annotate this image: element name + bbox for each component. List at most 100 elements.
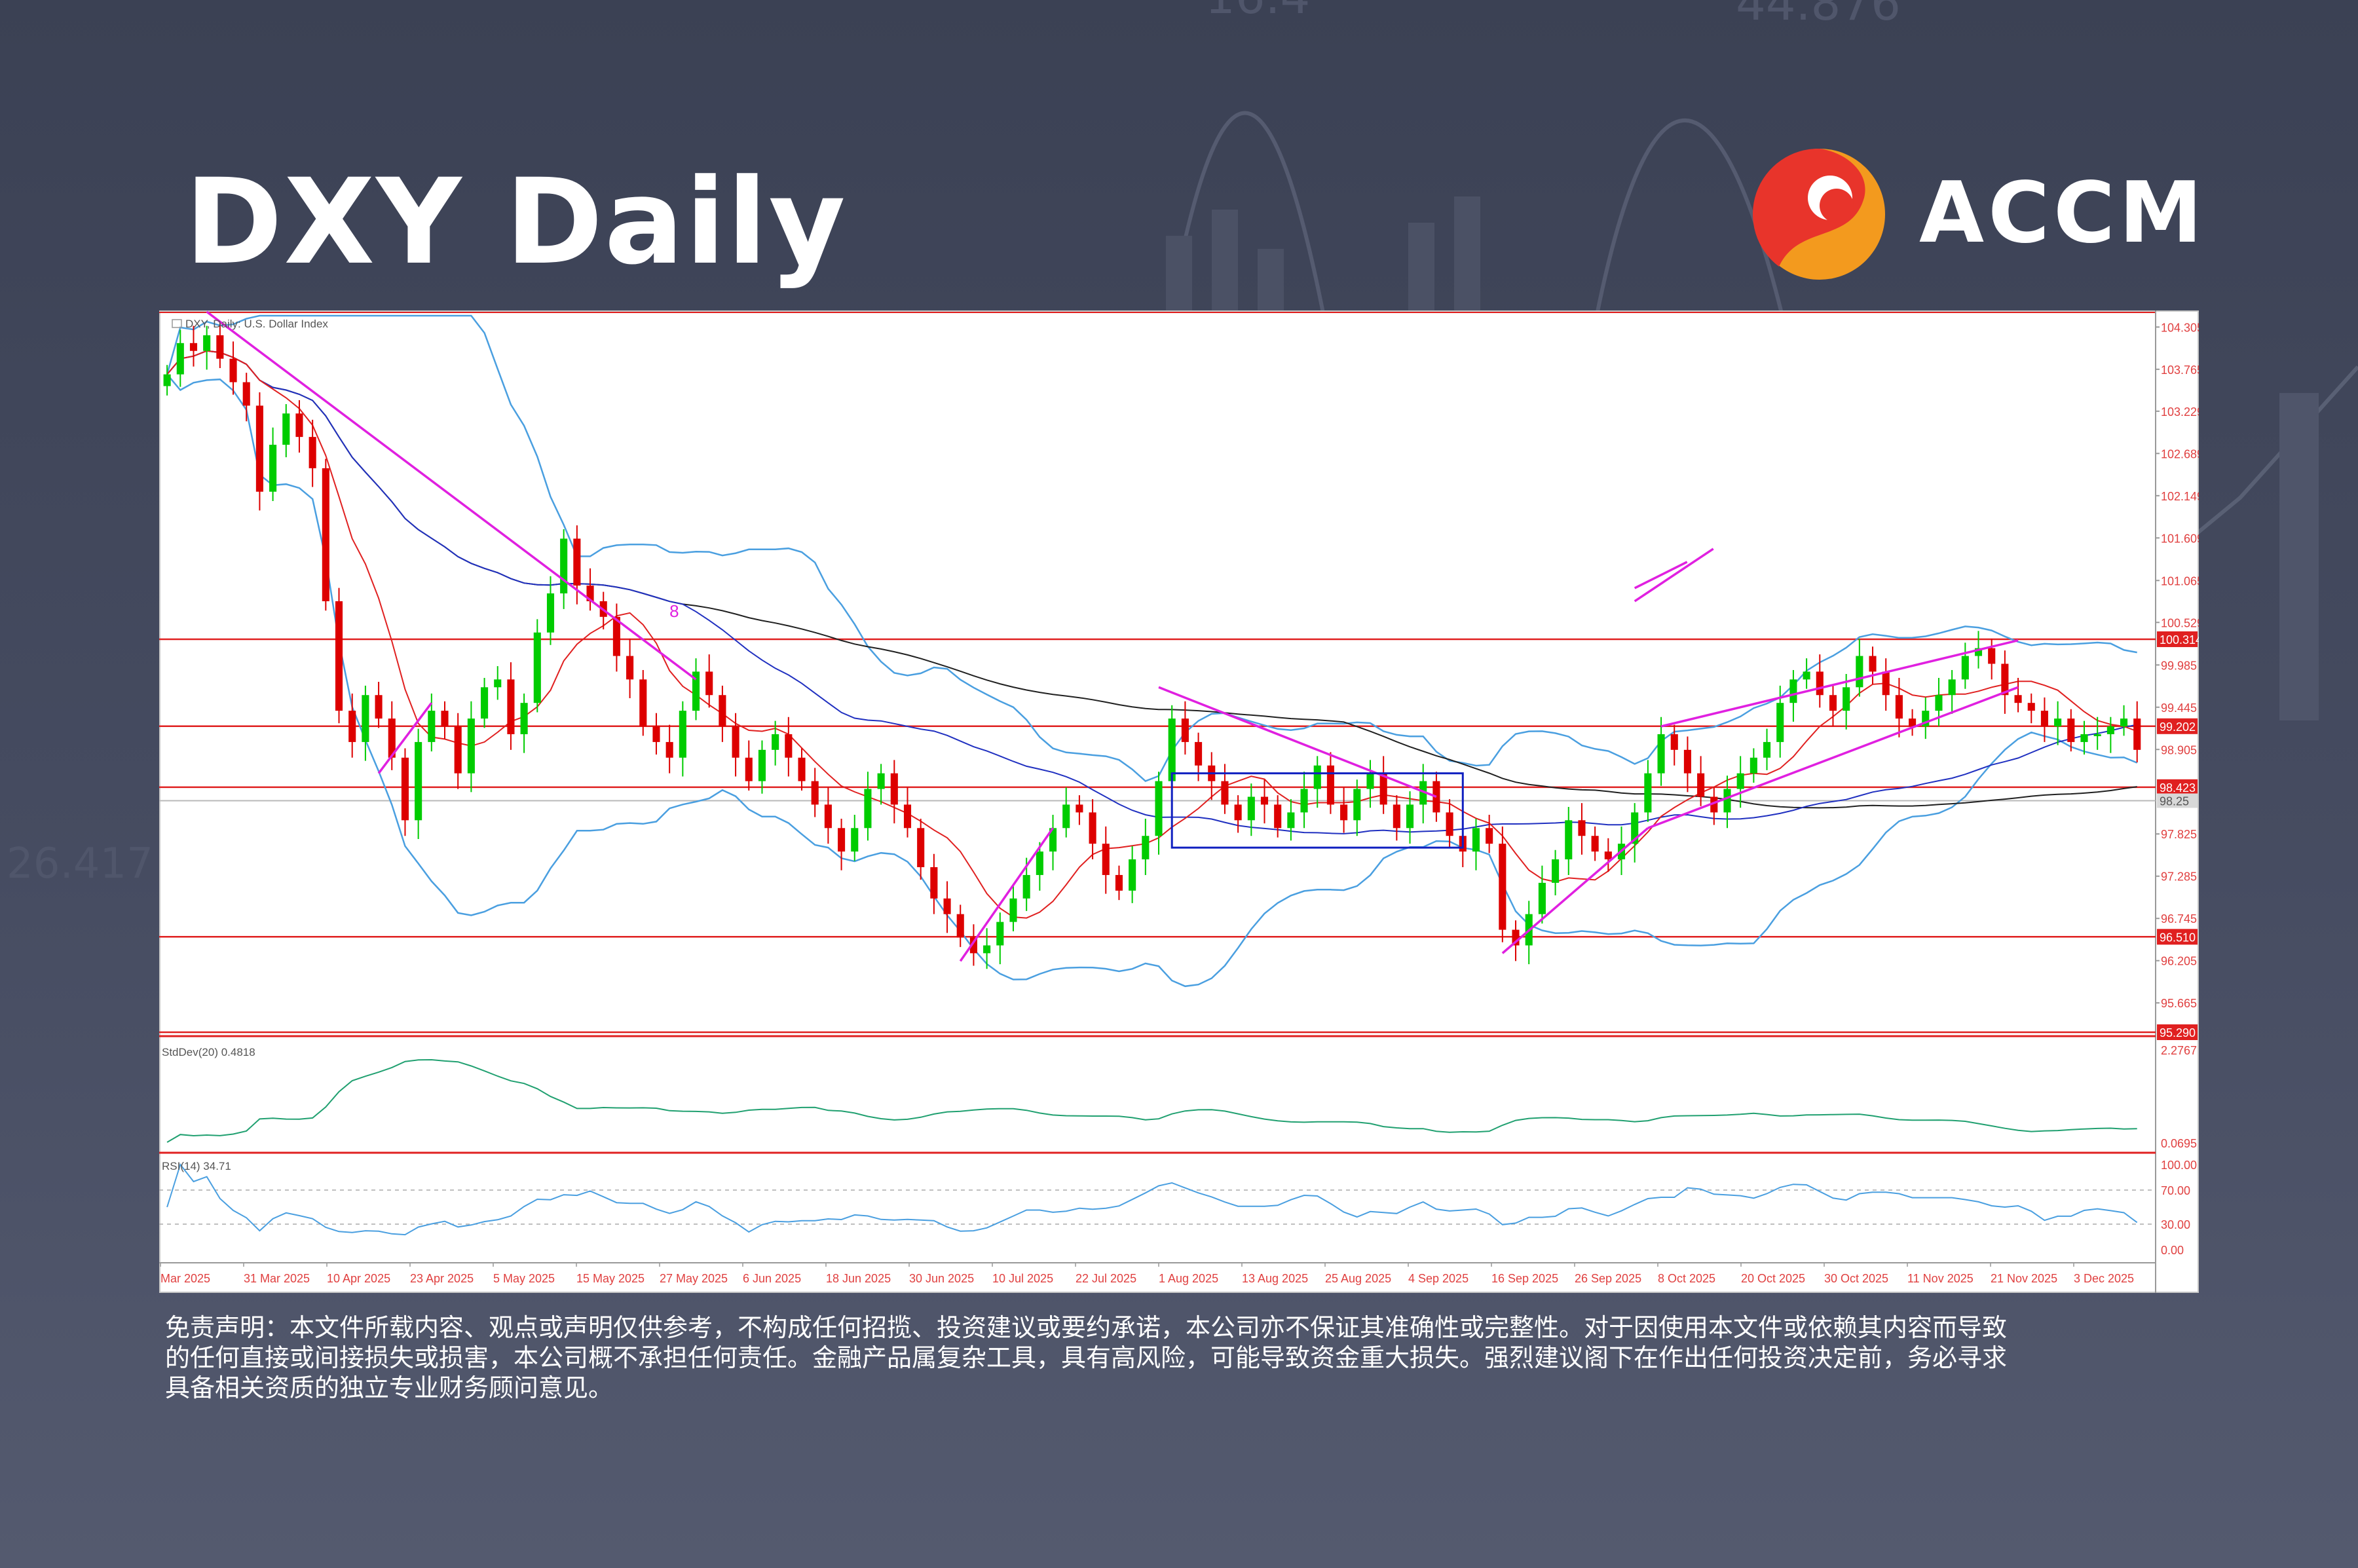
candle-body: [1763, 741, 1771, 758]
candle-body: [1234, 804, 1242, 821]
y-tick-label: 96.205: [2161, 955, 2197, 968]
candle-body: [322, 468, 329, 601]
x-tick-label: 16 Sep 2025: [1491, 1272, 1558, 1285]
candle-body: [1472, 828, 1480, 852]
candle-body: [1221, 781, 1229, 805]
candle-body: [1287, 812, 1295, 829]
candle-body: [877, 773, 885, 789]
y-tick-label: 98.905: [2161, 743, 2197, 756]
x-tick-label: 8 Oct 2025: [1658, 1272, 1715, 1285]
candle-body: [2014, 695, 2022, 703]
candle-body: [1882, 671, 1890, 696]
candle-body: [917, 828, 925, 867]
candle-body: [996, 922, 1004, 946]
candle-body: [1736, 773, 1744, 789]
rsi-tick-label: 70.00: [2161, 1184, 2190, 1197]
candle-body: [864, 789, 872, 829]
candle-body: [983, 945, 991, 954]
candle-body: [1393, 804, 1400, 829]
candle-body: [785, 734, 793, 758]
level-label-box: [2157, 718, 2198, 734]
candle-body: [1486, 828, 1493, 844]
x-tick-label: 11 Nov 2025: [1907, 1272, 1974, 1285]
candle-body: [1379, 773, 1387, 805]
chart-panel: 104.305 103.765 103.229 102.689 102.149 101.6…: [159, 310, 2199, 1293]
candle-body: [216, 335, 224, 359]
candle-body: [1340, 804, 1348, 821]
candle-body: [2040, 711, 2048, 727]
candle-body: [467, 719, 475, 774]
level-label-box: [2157, 631, 2198, 647]
candle-body: [1578, 820, 1586, 836]
rsi-label: RSI(14) 34.71: [162, 1160, 231, 1172]
candle-body: [1512, 929, 1520, 946]
x-tick-label: 3 Dec 2025: [2074, 1272, 2134, 1285]
x-tick-label: 1 Aug 2025: [1159, 1272, 1218, 1285]
candle-body: [282, 413, 290, 445]
x-tick-label: 31 Mar 2025: [244, 1272, 310, 1285]
candle-body: [838, 828, 846, 852]
candle-body: [494, 679, 502, 688]
candle-body: [1129, 859, 1136, 891]
candle-body: [824, 804, 832, 829]
level-label-box: [2157, 779, 2198, 795]
candle-body: [2093, 734, 2101, 736]
level-label-box: [2157, 929, 2198, 945]
level-label: 98.423: [2160, 781, 2196, 794]
trendline-down: [206, 310, 697, 681]
candle-body: [507, 679, 515, 734]
candle-body: [969, 937, 977, 954]
candle-body: [1022, 874, 1030, 899]
symbol-icon: [172, 319, 182, 328]
candle-body: [1499, 844, 1506, 930]
candle-body: [1657, 734, 1665, 774]
candle-body: [1076, 804, 1083, 813]
candle-body: [1009, 898, 1017, 922]
candle-body: [772, 734, 779, 750]
candle-body: [758, 749, 766, 781]
svg-text:44.876: 44.876: [1736, 0, 1901, 31]
candle-body: [1829, 695, 1837, 711]
candle-body: [1710, 796, 1718, 813]
candle-body: [1326, 765, 1334, 805]
candle-body: [573, 538, 581, 586]
candle-body: [229, 358, 237, 383]
candle-body: [1856, 656, 1863, 688]
y-tick-label: 99.445: [2161, 701, 2197, 715]
x-tick-label: 25 Aug 2025: [1325, 1272, 1391, 1285]
stddev-line: [166, 1058, 2137, 1143]
level-label-box: [2157, 1024, 2198, 1040]
candle-body: [1195, 741, 1203, 766]
y-tick-label: 101.065: [2161, 574, 2199, 588]
candle-body: [943, 898, 951, 914]
bollinger-lower-line: [166, 373, 2138, 988]
level-label: 96.510: [2160, 931, 2196, 944]
x-tick-label: 22 Jul 2025: [1076, 1272, 1136, 1285]
trendline-short: [377, 702, 433, 774]
trendline-up: [959, 827, 1054, 962]
x-tick-label: 23 Apr 2025: [410, 1272, 474, 1285]
candle-body: [295, 413, 303, 438]
disclaimer-line: 免责声明：本文件所载内容、观点或声明仅供参考，不构成任何招揽、投资建议或要约承诺…: [165, 1313, 2008, 1342]
candle-body: [1683, 749, 1691, 774]
candle-body: [1062, 804, 1070, 829]
candle-body: [1155, 781, 1163, 836]
candle-body: [388, 719, 396, 758]
candle-body: [1670, 734, 1678, 750]
candle-body: [1843, 687, 1850, 711]
candle-body: [1142, 836, 1150, 860]
candle-body: [1591, 836, 1599, 852]
trendline-up: [1660, 639, 2019, 728]
disclaimer-line: 具备相关资质的独立专业财务顾问意见。: [165, 1373, 614, 1402]
y-tick-label: 99.985: [2161, 659, 2197, 672]
candle-body: [930, 867, 938, 899]
candle-body: [520, 703, 528, 734]
candle-body: [163, 374, 171, 386]
symbol-label: DXY, Daily: U.S. Dollar Index: [185, 318, 328, 330]
consolidation-box: [1170, 772, 1464, 849]
candle-body: [1697, 773, 1705, 797]
candle-body: [428, 711, 436, 742]
ma-long-line: [166, 350, 2137, 809]
candle-body: [1552, 859, 1560, 883]
candle-body: [348, 711, 356, 742]
